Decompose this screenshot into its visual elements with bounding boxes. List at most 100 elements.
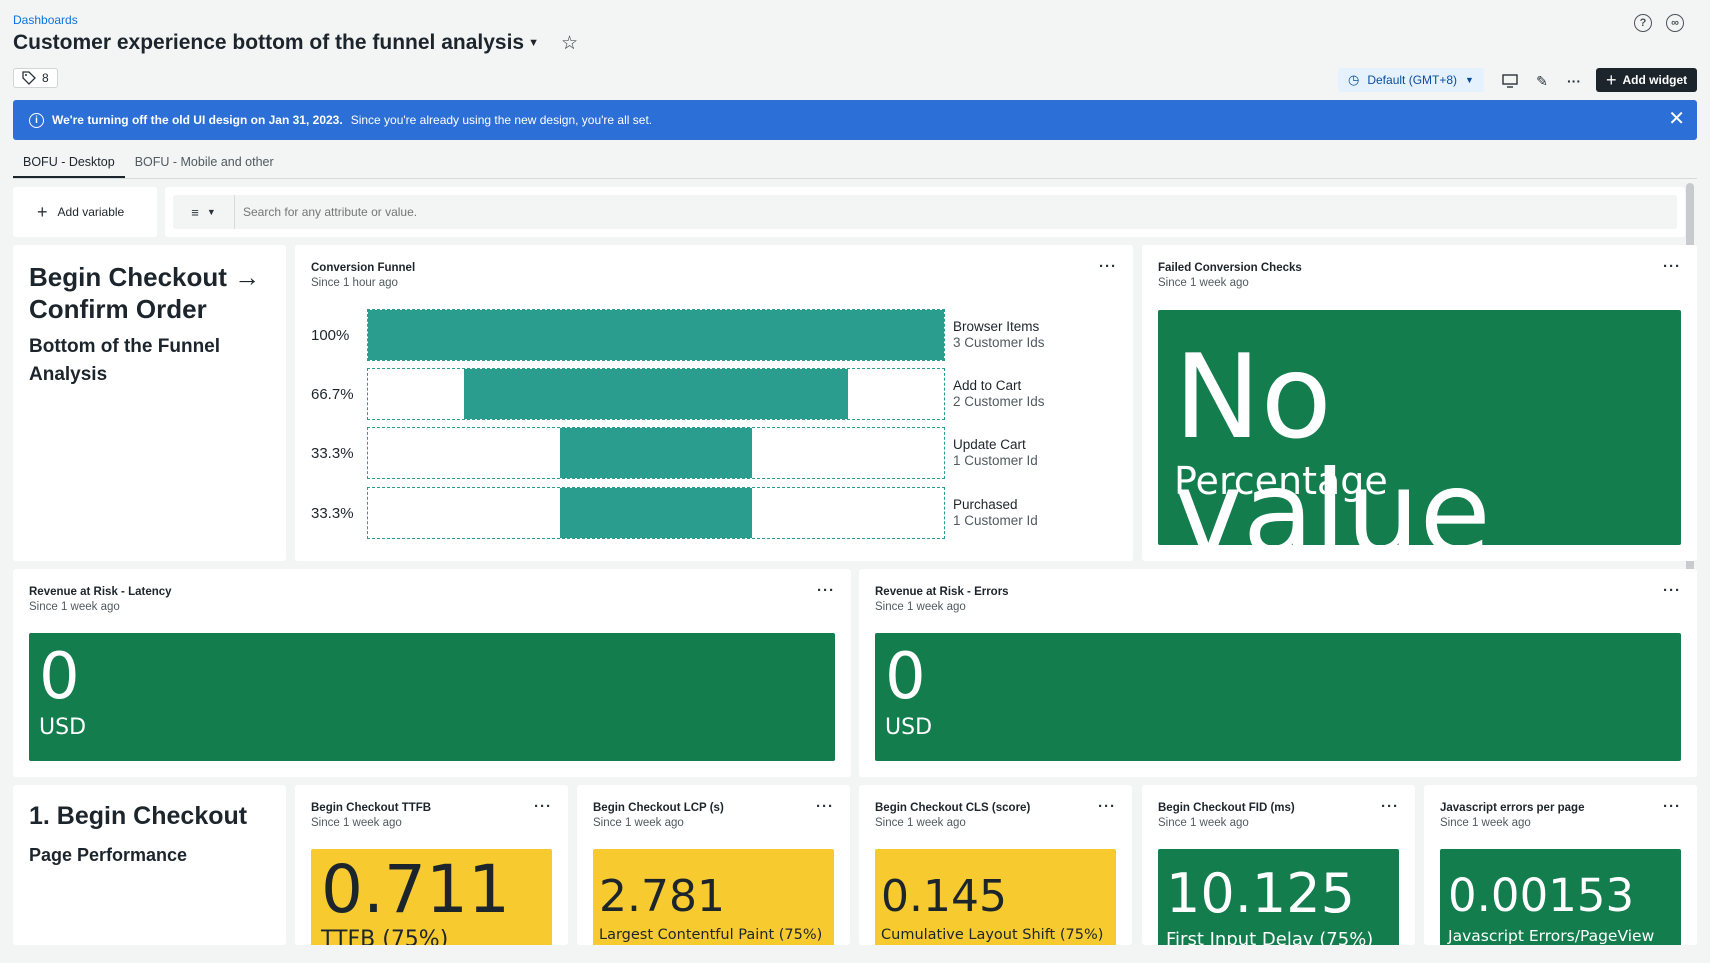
banner-bold-text: We're turning off the old UI design on J…	[52, 113, 343, 127]
star-icon[interactable]: ☆	[561, 32, 579, 54]
widget-menu-icon[interactable]: ···	[817, 582, 835, 599]
add-widget-button[interactable]: + Add widget	[1596, 68, 1698, 92]
chevron-down-icon: ▼	[1465, 75, 1474, 85]
billboard: 0 USD	[29, 633, 835, 761]
widget-menu-icon[interactable]: ···	[534, 798, 552, 815]
billboard: 2.781 Largest Contentful Paint (75%)	[593, 849, 834, 945]
search-input[interactable]	[235, 205, 1635, 219]
funnel-bar[interactable]	[463, 369, 849, 419]
tag-count: 8	[42, 71, 49, 85]
funnel-step: 100% Browser Items 3 Customer Ids	[311, 309, 1053, 361]
funnel-step-percent: 33.3%	[311, 445, 354, 462]
funnel-track	[367, 487, 945, 539]
widget-menu-icon[interactable]: ···	[816, 798, 834, 815]
widget-menu-icon[interactable]: ···	[1663, 258, 1681, 275]
intro-subheading: Bottom of the Funnel Analysis	[29, 333, 220, 389]
widget-menu-icon[interactable]: ···	[1098, 798, 1116, 815]
widget-since: Since 1 week ago	[1158, 817, 1249, 829]
add-widget-label: Add widget	[1622, 73, 1688, 87]
intro-markdown-widget: Begin Checkout → Confirm Order Bottom of…	[13, 245, 286, 561]
timezone-picker[interactable]: ◷ Default (GMT+8) ▼	[1338, 68, 1484, 92]
funnel-bar[interactable]	[368, 310, 944, 360]
banner-text: Since you're already using the new desig…	[350, 113, 653, 127]
chevron-down-icon[interactable]: ▼	[528, 37, 539, 49]
billboard: 0 USD	[875, 633, 1681, 761]
widget-since: Since 1 hour ago	[311, 277, 398, 289]
page-title: Customer experience bottom of the funnel…	[13, 31, 578, 55]
intro-heading-line1: Begin Checkout →	[29, 262, 261, 292]
widget-menu-icon[interactable]: ···	[1663, 582, 1681, 599]
widget-title: Conversion Funnel	[311, 262, 416, 274]
filter-menu-button[interactable]: ≡ ▼	[173, 195, 235, 229]
billboard: 0.711 TTFB (75%)	[311, 849, 552, 945]
edit-pencil-icon[interactable]: ✎	[1536, 72, 1548, 89]
metric-widget-fid: Begin Checkout FID (ms) Since 1 week ago…	[1142, 785, 1415, 945]
funnel-step-count: 2 Customer Ids	[953, 394, 1045, 409]
widget-title: Revenue at Risk - Errors	[875, 586, 1009, 598]
tag-icon	[22, 71, 36, 85]
tags-button[interactable]: 8	[13, 68, 58, 88]
funnel-track	[367, 427, 945, 479]
billboard: 0.00153 Javascript Errors/PageView	[1440, 849, 1681, 945]
help-icon[interactable]: ?	[1634, 14, 1652, 32]
metric-widget-cls: Begin Checkout CLS (score) Since 1 week …	[859, 785, 1132, 945]
widget-title: Begin Checkout FID (ms)	[1158, 802, 1295, 814]
widget-since: Since 1 week ago	[875, 817, 966, 829]
funnel-step-percent: 33.3%	[311, 505, 354, 522]
funnel-step-count: 1 Customer Id	[953, 453, 1038, 468]
breadcrumb-dashboards[interactable]: Dashboards	[13, 13, 78, 27]
info-icon: i	[29, 112, 44, 128]
clock-icon: ◷	[1348, 72, 1360, 87]
tab-bofu-mobile[interactable]: BOFU - Mobile and other	[134, 155, 274, 169]
conversion-funnel-widget: Conversion Funnel Since 1 hour ago ··· 1…	[295, 245, 1133, 561]
top-right-icons: ? ∞	[1634, 14, 1684, 32]
billboard: 10.125 First Input Delay (75%)	[1158, 849, 1399, 945]
widget-menu-icon[interactable]: ···	[1381, 798, 1399, 815]
deprecation-banner: i We're turning off the old UI design on…	[13, 100, 1697, 140]
funnel-step-percent: 66.7%	[311, 386, 354, 403]
widget-since: Since 1 week ago	[1440, 817, 1531, 829]
section2-markdown-widget: 1. Begin Checkout Page Performance	[13, 785, 286, 945]
filter-bar: ≡ ▼	[165, 187, 1685, 237]
widget-since: Since 1 week ago	[29, 601, 120, 613]
funnel-bar[interactable]	[560, 488, 752, 538]
intro-heading-line2: Confirm Order	[29, 294, 207, 324]
funnel-step-count: 1 Customer Id	[953, 513, 1038, 528]
billboard-label: Percentage	[1174, 459, 1388, 503]
billboard-label: Javascript Errors/PageView	[1448, 927, 1655, 945]
funnel-bar[interactable]	[560, 428, 752, 478]
add-variable-button[interactable]: + Add variable	[13, 187, 157, 237]
more-options-icon[interactable]: ···	[1567, 73, 1581, 89]
widget-since: Since 1 week ago	[311, 817, 402, 829]
widget-menu-icon[interactable]: ···	[1099, 258, 1117, 275]
billboard: No value Percentage	[1158, 310, 1681, 545]
revenue-errors-widget: Revenue at Risk - Errors Since 1 week ag…	[859, 569, 1697, 777]
section2-heading: 1. Begin Checkout	[29, 802, 248, 830]
billboard-label: TTFB (75%)	[321, 927, 449, 946]
widget-since: Since 1 week ago	[875, 601, 966, 613]
widget-title: Revenue at Risk - Latency	[29, 586, 172, 598]
billboard-value: 10.125	[1166, 862, 1355, 925]
failed-conversion-widget: Failed Conversion Checks Since 1 week ag…	[1142, 245, 1697, 561]
tab-bofu-desktop[interactable]: BOFU - Desktop	[13, 155, 125, 178]
metric-widget-js-errors: Javascript errors per page Since 1 week …	[1424, 785, 1697, 945]
funnel-step: 66.7% Add to Cart 2 Customer Ids	[311, 368, 1053, 420]
widget-title: Begin Checkout LCP (s)	[593, 802, 724, 814]
funnel-step-name: Update Cart	[953, 437, 1026, 452]
funnel-step-name: Add to Cart	[953, 378, 1022, 393]
widget-since: Since 1 week ago	[593, 817, 684, 829]
revenue-latency-widget: Revenue at Risk - Latency Since 1 week a…	[13, 569, 851, 777]
link-icon[interactable]: ∞	[1666, 14, 1684, 32]
billboard-label: USD	[885, 715, 933, 740]
billboard-value: 0	[39, 640, 80, 714]
billboard-label: USD	[39, 715, 87, 740]
billboard-value: No value	[1174, 330, 1491, 546]
intro-sub-line1: Bottom of the Funnel	[29, 336, 221, 357]
tv-mode-icon[interactable]	[1499, 70, 1521, 92]
close-icon[interactable]: ✕	[1668, 108, 1685, 130]
plus-icon: +	[37, 201, 48, 222]
intro-heading: Begin Checkout → Confirm Order	[29, 261, 260, 325]
billboard-value: 0.145	[881, 871, 1007, 922]
widget-menu-icon[interactable]: ···	[1663, 798, 1681, 815]
funnel-step-name: Purchased	[953, 497, 1018, 512]
